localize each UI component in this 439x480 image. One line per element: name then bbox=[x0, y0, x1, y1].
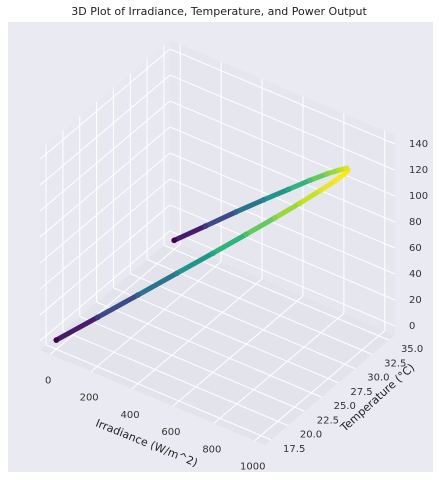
curve-segment bbox=[210, 231, 249, 256]
grid-line bbox=[49, 243, 181, 355]
grid-line bbox=[39, 152, 171, 264]
point bbox=[341, 171, 348, 177]
curve-segment bbox=[174, 250, 216, 276]
point bbox=[336, 167, 342, 173]
y-tick-label: 20.0 bbox=[300, 430, 322, 441]
x-tick-label: 0 bbox=[45, 375, 51, 386]
point bbox=[285, 186, 292, 193]
point bbox=[297, 200, 303, 207]
x-tick-label: 200 bbox=[80, 393, 99, 404]
y-tick-label: 17.5 bbox=[283, 444, 305, 455]
curve-segment bbox=[53, 314, 101, 343]
y-tick-label: 22.5 bbox=[317, 415, 339, 426]
curve-segment bbox=[261, 186, 291, 203]
point bbox=[324, 171, 330, 177]
curve-segment bbox=[243, 215, 278, 237]
point bbox=[202, 223, 209, 229]
curve-segment bbox=[307, 171, 330, 183]
curve-segment bbox=[297, 188, 323, 206]
grid-line bbox=[39, 48, 171, 160]
point bbox=[210, 250, 216, 257]
z-tick-label: 140 bbox=[409, 139, 428, 150]
chart-title: 3D Plot of Irradiance, Temperature, and … bbox=[71, 5, 367, 18]
point bbox=[171, 237, 177, 244]
grid-line bbox=[169, 48, 396, 145]
point bbox=[134, 292, 141, 298]
z-tick-label: 100 bbox=[409, 191, 428, 202]
grid-line bbox=[169, 100, 396, 197]
grid-line bbox=[131, 278, 263, 390]
curve-segment bbox=[95, 292, 141, 320]
curve-segment bbox=[202, 209, 239, 229]
curve-segment bbox=[317, 178, 338, 194]
grid-line bbox=[130, 273, 356, 370]
pane-bottom bbox=[40, 240, 395, 445]
grid-line bbox=[213, 313, 345, 424]
grid-line bbox=[39, 230, 171, 342]
point bbox=[272, 214, 278, 221]
grid-line bbox=[45, 344, 272, 441]
grid-line bbox=[146, 258, 373, 355]
grid-line bbox=[169, 204, 396, 301]
point bbox=[307, 177, 313, 184]
y-tick-label: 25.0 bbox=[334, 401, 356, 412]
grid-line bbox=[172, 295, 304, 407]
grid-line bbox=[169, 230, 396, 327]
grid-line bbox=[39, 178, 171, 290]
point bbox=[332, 178, 338, 184]
grid-line bbox=[254, 330, 386, 442]
curve-segment bbox=[272, 200, 303, 221]
x-tick-label: 1000 bbox=[240, 462, 265, 473]
point bbox=[317, 187, 323, 194]
z-tick-label: 60 bbox=[409, 243, 422, 254]
pane-back bbox=[170, 40, 395, 335]
z-tick-label: 40 bbox=[409, 269, 422, 280]
z-tick-label: 80 bbox=[409, 217, 422, 228]
x-tick-label: 600 bbox=[161, 427, 180, 438]
point bbox=[53, 337, 60, 343]
grid-line bbox=[79, 315, 305, 412]
pane-left bbox=[40, 40, 170, 350]
grid-line bbox=[90, 261, 222, 372]
point bbox=[243, 231, 249, 238]
z-tick-label: 0 bbox=[409, 321, 415, 332]
y-tick-label: 35.0 bbox=[401, 344, 423, 355]
grid-line bbox=[113, 287, 339, 384]
grid-line bbox=[39, 204, 171, 316]
y-tick-label: 27.5 bbox=[350, 387, 372, 398]
grid-line bbox=[169, 74, 396, 171]
z-tick-label: 20 bbox=[409, 295, 422, 306]
y-tick-label: 30.0 bbox=[367, 373, 389, 384]
grid-line bbox=[39, 100, 171, 212]
grid-line bbox=[96, 301, 322, 398]
x-tick-label: 400 bbox=[120, 410, 139, 421]
grid-line bbox=[62, 330, 289, 427]
grid-line bbox=[169, 152, 396, 249]
curve-segment bbox=[171, 223, 208, 243]
point bbox=[343, 165, 350, 172]
z-tick-label: 120 bbox=[409, 165, 428, 176]
point bbox=[260, 197, 267, 203]
y-tick-label: 32.5 bbox=[384, 358, 406, 369]
curve-segment bbox=[285, 177, 313, 192]
grid-line bbox=[169, 178, 396, 275]
point bbox=[173, 270, 180, 277]
curve-segment bbox=[233, 197, 267, 215]
point bbox=[94, 314, 101, 321]
grid-line bbox=[39, 126, 171, 238]
point bbox=[233, 209, 239, 215]
grid-line bbox=[169, 126, 396, 223]
curve-segment bbox=[135, 270, 180, 298]
x-tick-label: 800 bbox=[202, 444, 221, 455]
grid-line bbox=[39, 74, 171, 186]
